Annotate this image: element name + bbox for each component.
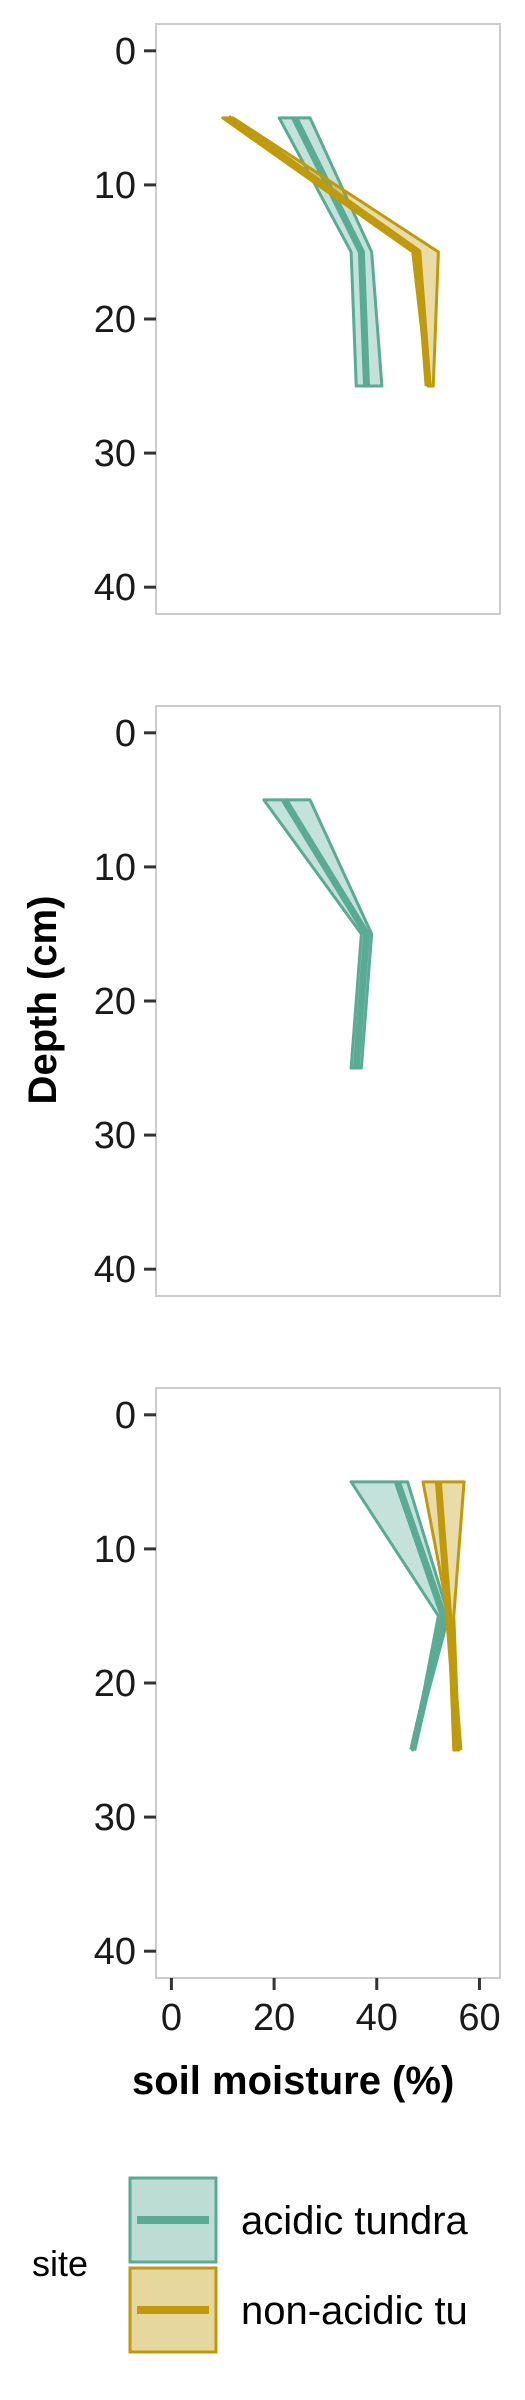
mean-line-acidic-tundra	[281, 798, 371, 1069]
legend: site acidic tundra non-acidic tu	[32, 2176, 469, 2354]
y-tick-label: 10	[94, 165, 136, 207]
y-tick-label: 0	[115, 31, 136, 73]
x-tick-label: 60	[458, 1997, 500, 2039]
legend-title: site	[32, 2243, 88, 2284]
y-tick-label: 30	[94, 1797, 136, 1839]
y-tick-label: 0	[115, 1395, 136, 1437]
panel-3-frame	[155, 1387, 501, 1979]
ribbon-acidic-tundra	[277, 116, 384, 388]
y-tick-label: 10	[94, 847, 136, 889]
y-axis-title: Depth (cm)	[21, 896, 65, 1105]
y-tick-label: 0	[115, 713, 136, 755]
x-tick-label: 20	[253, 1997, 295, 2039]
panel-3: 0 10 20 30 40 0 20 40 60	[94, 1387, 501, 2039]
panels-layer: 0 10 20 30 40 0 10 20 30 40 0 10 20 30 40 0 20 40 60	[94, 23, 501, 2039]
x-axis-title: soil moisture (%)	[132, 2059, 454, 2103]
y-tick-label: 40	[94, 1931, 136, 1973]
y-tick-label: 40	[94, 567, 136, 609]
y-tick-label: 30	[94, 433, 136, 475]
y-tick-label: 30	[94, 1115, 136, 1157]
panel-1-frame	[155, 23, 501, 615]
y-tick-label: 40	[94, 1249, 136, 1291]
mean-line-acidic-tundra	[291, 116, 371, 387]
panel-1: 0 10 20 30 40	[94, 23, 501, 615]
y-tick-label: 20	[94, 299, 136, 341]
panel-2: 0 10 20 30 40	[94, 705, 501, 1297]
panel-2-frame	[155, 705, 501, 1297]
x-tick-label: 0	[161, 1997, 182, 2039]
x-tick-label: 40	[356, 1997, 398, 2039]
mean-line-acidic-tundra	[394, 1480, 448, 1751]
y-tick-label: 20	[94, 981, 136, 1023]
mean-line-non-acidic-tundra	[225, 115, 432, 387]
legend-label-acidic: acidic tundra	[241, 2199, 469, 2243]
legend-label-non-acidic: non-acidic tu	[241, 2289, 468, 2333]
y-tick-label: 20	[94, 1663, 136, 1705]
mean-line-non-acidic-tundra	[434, 1481, 463, 1751]
y-tick-label: 10	[94, 1529, 136, 1571]
